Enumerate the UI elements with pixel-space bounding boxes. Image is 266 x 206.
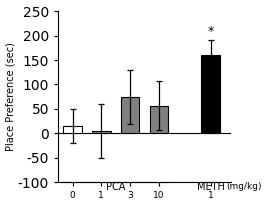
Text: (mg/kg): (mg/kg) (226, 183, 261, 191)
Bar (63, 126, 82, 133)
Y-axis label: Place Preference (sec): Place Preference (sec) (5, 42, 15, 151)
Bar (92, 131, 111, 133)
Bar (149, 105, 168, 133)
Text: METH: METH (197, 183, 225, 192)
Text: PCA: PCA (106, 183, 125, 192)
Text: *: * (207, 25, 214, 38)
Bar (121, 97, 139, 133)
Bar (201, 55, 220, 133)
